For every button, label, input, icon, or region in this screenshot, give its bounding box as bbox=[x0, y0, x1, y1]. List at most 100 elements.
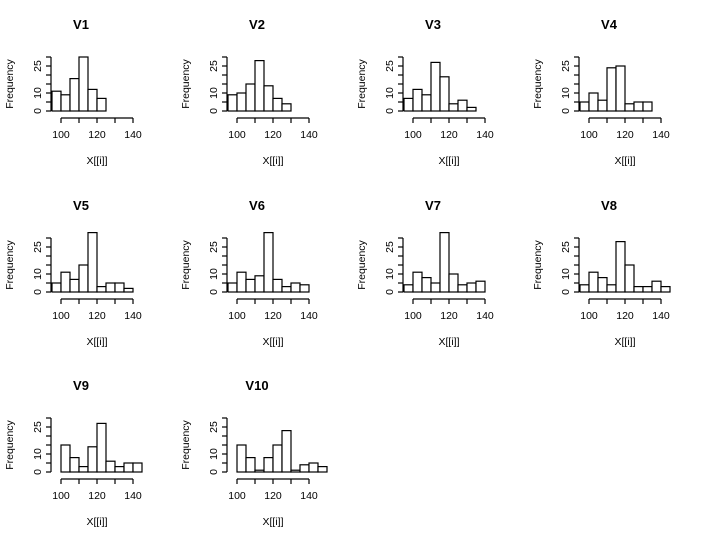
histogram-bar bbox=[317, 465, 328, 473]
x-axis-label: X[[i]] bbox=[614, 155, 635, 167]
y-tick-label: 0 bbox=[32, 289, 44, 295]
y-tick-label: 10 bbox=[384, 87, 396, 99]
histogram-bar bbox=[272, 97, 283, 112]
histogram-bar bbox=[403, 284, 414, 293]
histogram-bar bbox=[105, 460, 116, 473]
histogram-bar bbox=[227, 94, 238, 112]
histogram-bar bbox=[51, 282, 62, 293]
y-axis-label: Frequency bbox=[180, 239, 192, 289]
histogram-bar bbox=[588, 92, 599, 112]
histogram-bar bbox=[245, 83, 256, 112]
y-axis-label: Frequency bbox=[532, 58, 544, 108]
histogram-bar bbox=[421, 94, 432, 112]
histogram-bar bbox=[299, 284, 310, 293]
y-tick-label: 10 bbox=[208, 268, 220, 280]
histogram-bar bbox=[606, 67, 617, 112]
panel-title: V6 bbox=[249, 198, 265, 213]
y-tick-label: 25 bbox=[32, 60, 44, 72]
y-tick-label: 0 bbox=[208, 469, 220, 475]
histogram-bar bbox=[606, 284, 617, 293]
y-tick-label: 10 bbox=[560, 268, 572, 280]
x-tick-label: 140 bbox=[124, 490, 142, 502]
histogram-bar bbox=[412, 271, 423, 293]
y-tick-label: 0 bbox=[32, 469, 44, 475]
histogram-bar bbox=[60, 94, 71, 112]
y-tick-label: 10 bbox=[208, 87, 220, 99]
x-tick-label: 120 bbox=[616, 310, 634, 322]
panel-title: V1 bbox=[73, 17, 89, 32]
histogram-bar bbox=[624, 103, 635, 112]
histogram-bar bbox=[114, 465, 125, 473]
y-tick-label: 0 bbox=[208, 289, 220, 295]
histogram-bar bbox=[236, 444, 247, 473]
y-axis-label: Frequency bbox=[4, 239, 16, 289]
histogram-bar bbox=[96, 97, 107, 112]
histogram-bar bbox=[466, 282, 477, 293]
histogram-bar bbox=[412, 88, 423, 112]
histogram-bar bbox=[272, 444, 283, 473]
histogram-bar bbox=[281, 429, 292, 473]
histogram-bar bbox=[87, 88, 98, 112]
histogram-bar bbox=[439, 231, 450, 293]
y-tick-label: 25 bbox=[32, 241, 44, 253]
histogram-bar bbox=[597, 99, 608, 112]
histogram-bar bbox=[123, 462, 134, 473]
histogram-bar bbox=[457, 99, 468, 112]
histogram-bar bbox=[281, 103, 292, 112]
y-tick-label: 25 bbox=[208, 421, 220, 433]
x-tick-label: 100 bbox=[580, 129, 598, 141]
histogram-bar bbox=[60, 444, 71, 473]
histogram-bar bbox=[642, 101, 653, 112]
y-tick-label: 25 bbox=[560, 60, 572, 72]
panel-title: V9 bbox=[73, 378, 89, 393]
x-axis-label: X[[i]] bbox=[262, 155, 283, 167]
y-tick-label: 0 bbox=[560, 108, 572, 114]
histogram-panel-v8: V8 0 10 25 100 120 140 X[[i]] Frequency bbox=[532, 198, 671, 348]
x-tick-label: 140 bbox=[652, 310, 670, 322]
x-tick-label: 140 bbox=[300, 490, 318, 502]
panel-title: V4 bbox=[601, 17, 618, 32]
x-axis-label: X[[i]] bbox=[438, 155, 459, 167]
histogram-bar bbox=[660, 285, 671, 293]
histogram-bar bbox=[69, 278, 80, 293]
histogram-bar bbox=[633, 101, 644, 112]
histogram-bar bbox=[624, 264, 635, 293]
y-axis-label: Frequency bbox=[532, 239, 544, 289]
histogram-bar bbox=[633, 285, 644, 293]
histogram-bar bbox=[245, 456, 256, 473]
histogram-panel-v2: V2 0 10 25 100 120 140 X[[i]] Frequency bbox=[180, 17, 318, 167]
x-tick-label: 100 bbox=[52, 490, 70, 502]
histogram-bar bbox=[421, 276, 432, 293]
panel-title: V7 bbox=[425, 198, 441, 213]
x-tick-label: 140 bbox=[300, 310, 318, 322]
y-tick-label: 25 bbox=[560, 241, 572, 253]
y-tick-label: 0 bbox=[208, 108, 220, 114]
histogram-bar bbox=[308, 462, 319, 473]
x-tick-label: 100 bbox=[228, 490, 246, 502]
histogram-panel-v3: V3 0 10 25 100 120 140 X[[i]] Frequency bbox=[356, 17, 494, 167]
histogram-panel-v5: V5 0 10 25 100 120 140 X[[i]] Frequency bbox=[4, 198, 142, 348]
x-tick-label: 140 bbox=[476, 310, 494, 322]
histogram-bar bbox=[272, 278, 283, 293]
histogram-bar bbox=[579, 284, 590, 293]
y-tick-label: 0 bbox=[560, 289, 572, 295]
x-tick-label: 120 bbox=[88, 490, 106, 502]
x-tick-label: 140 bbox=[124, 129, 142, 141]
histogram-bar bbox=[254, 469, 265, 473]
x-tick-label: 120 bbox=[264, 490, 282, 502]
histogram-panel-v4: V4 0 10 25 100 120 140 X[[i]] Frequency bbox=[532, 17, 670, 167]
y-tick-label: 10 bbox=[560, 87, 572, 99]
x-tick-label: 140 bbox=[124, 310, 142, 322]
histogram-bar bbox=[448, 273, 459, 293]
histogram-panel-v1: V1 0 10 25 100 120 140 X[[i]] Frequency bbox=[4, 17, 142, 167]
panel-title: V8 bbox=[601, 198, 617, 213]
histogram-bar bbox=[78, 465, 89, 473]
histogram-bar bbox=[227, 282, 238, 293]
histogram-bar bbox=[290, 282, 301, 293]
y-tick-label: 10 bbox=[32, 268, 44, 280]
histogram-bar bbox=[430, 282, 441, 293]
y-tick-label: 0 bbox=[384, 108, 396, 114]
panel-title: V3 bbox=[425, 17, 441, 32]
x-tick-label: 140 bbox=[476, 129, 494, 141]
